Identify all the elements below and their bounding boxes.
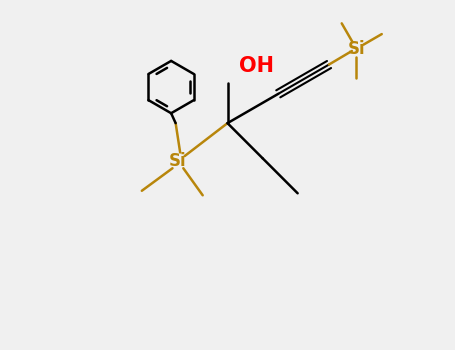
Text: Si: Si	[348, 40, 365, 58]
Text: Si: Si	[169, 153, 187, 170]
Text: OH: OH	[239, 56, 274, 76]
